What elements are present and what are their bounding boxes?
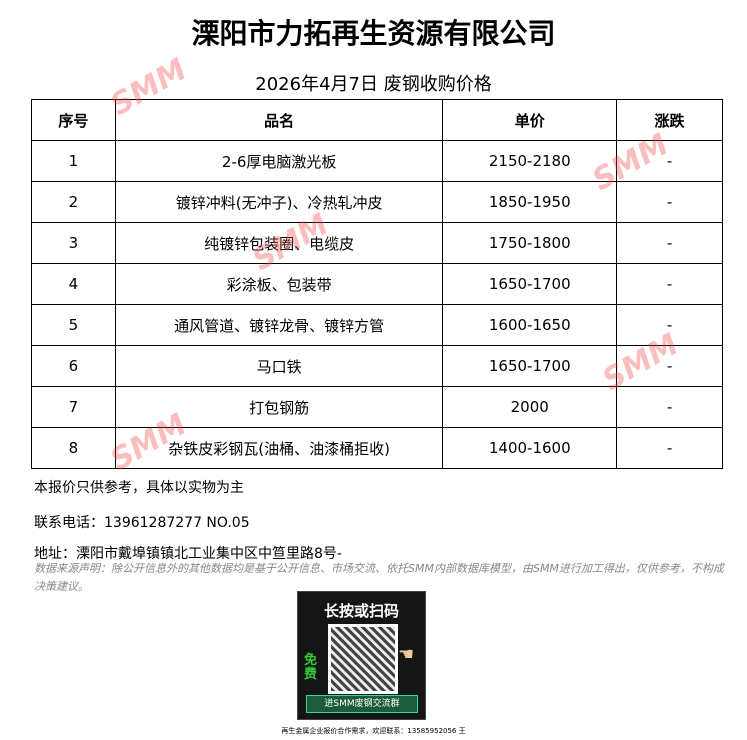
row-name: 通风管道、镀锌龙骨、镀锌方管 [114, 304, 444, 346]
table-header: 序号 品名 单价 涨跌 [31, 99, 723, 141]
row-index: 6 [31, 345, 116, 387]
contact-phone: 联系电话：13961287277 NO.05 [34, 515, 250, 531]
join-group-button[interactable]: 进SMM废钢交流群 [306, 695, 418, 713]
row-price: 2150-2180 [442, 140, 618, 182]
row-index: 3 [31, 222, 116, 264]
row-price: 1400-1600 [442, 427, 618, 469]
row-index: 4 [31, 263, 116, 305]
address: 地址：溧阳市戴埠镇镇北工业集中区中笪里路8号- [34, 546, 342, 562]
row-name: 马口铁 [114, 345, 444, 387]
row-index: 2 [31, 181, 116, 223]
row-change: - [616, 304, 723, 346]
row-index: 5 [31, 304, 116, 346]
row-change: - [616, 427, 723, 469]
header-price: 单价 [442, 99, 618, 141]
row-change: - [616, 345, 723, 387]
page-subtitle: 2026年4月7日 废钢收购价格 [255, 74, 492, 95]
row-change: - [616, 386, 723, 428]
row-price: 1750-1800 [442, 222, 618, 264]
row-change: - [616, 222, 723, 264]
row-change: - [616, 181, 723, 223]
table-row: 3 纯镀锌包装圈、电缆皮 1750-1800- [31, 222, 723, 264]
table-row: 5 通风管道、镀锌龙骨、镀锌方管 1600-1650- [31, 304, 723, 346]
pointing-hand-icon: ☚ [398, 644, 415, 665]
table-row: 4 彩涂板、包装带 1650-1700- [31, 263, 723, 305]
reference-note: 本报价只供参考，具体以实物为主 [34, 480, 244, 496]
price-table: 序号 品名 单价 涨跌 1 2-6厚电脑激光板 2150-2180-2 镀锌冲料(无冲… [31, 99, 723, 469]
table-row: 8 杂铁皮彩钢瓦(油桶、油漆桶拒收) 1400-1600- [31, 427, 723, 469]
row-change: - [616, 140, 723, 182]
table-row: 2 镀锌冲料(无冲子)、冷热轧冲皮 1850-1950- [31, 181, 723, 223]
row-price: 1650-1700 [442, 345, 618, 387]
row-name: 纯镀锌包装圈、电缆皮 [114, 222, 444, 264]
row-price: 1850-1950 [442, 181, 618, 223]
qr-free-label: 免费 [304, 653, 318, 682]
qr-title: 长按或扫码 [323, 602, 399, 620]
qr-code-banner[interactable]: 长按或扫码 免费 ☚ 进SMM废钢交流群 [297, 591, 426, 720]
row-index: 7 [31, 386, 116, 428]
row-name: 打包钢筋 [114, 386, 444, 428]
header-index: 序号 [31, 99, 116, 141]
page-title: 溧阳市力拓再生资源有限公司 [191, 17, 556, 50]
header-change: 涨跌 [616, 99, 723, 141]
row-name: 彩涂板、包装带 [114, 263, 444, 305]
row-name: 2-6厚电脑激光板 [114, 140, 444, 182]
disclaimer: 数据来源声明：除公开信息外的其他数据均是基于公开信息、市场交流、依托SMM内部数… [34, 562, 724, 593]
footer-contact: 再生金属企业报价合作需求，欢迎联系：13585952056 王 [281, 727, 466, 735]
table-row: 1 2-6厚电脑激光板 2150-2180- [31, 140, 723, 182]
row-name: 杂铁皮彩钢瓦(油桶、油漆桶拒收) [114, 427, 444, 469]
row-price: 2000 [442, 386, 618, 428]
row-change: - [616, 263, 723, 305]
row-index: 1 [31, 140, 116, 182]
row-index: 8 [31, 427, 116, 469]
row-price: 1650-1700 [442, 263, 618, 305]
row-name: 镀锌冲料(无冲子)、冷热轧冲皮 [114, 181, 444, 223]
qr-code-image [328, 624, 398, 694]
table-row: 7 打包钢筋 2000- [31, 386, 723, 428]
header-name: 品名 [114, 99, 444, 141]
row-price: 1600-1650 [442, 304, 618, 346]
